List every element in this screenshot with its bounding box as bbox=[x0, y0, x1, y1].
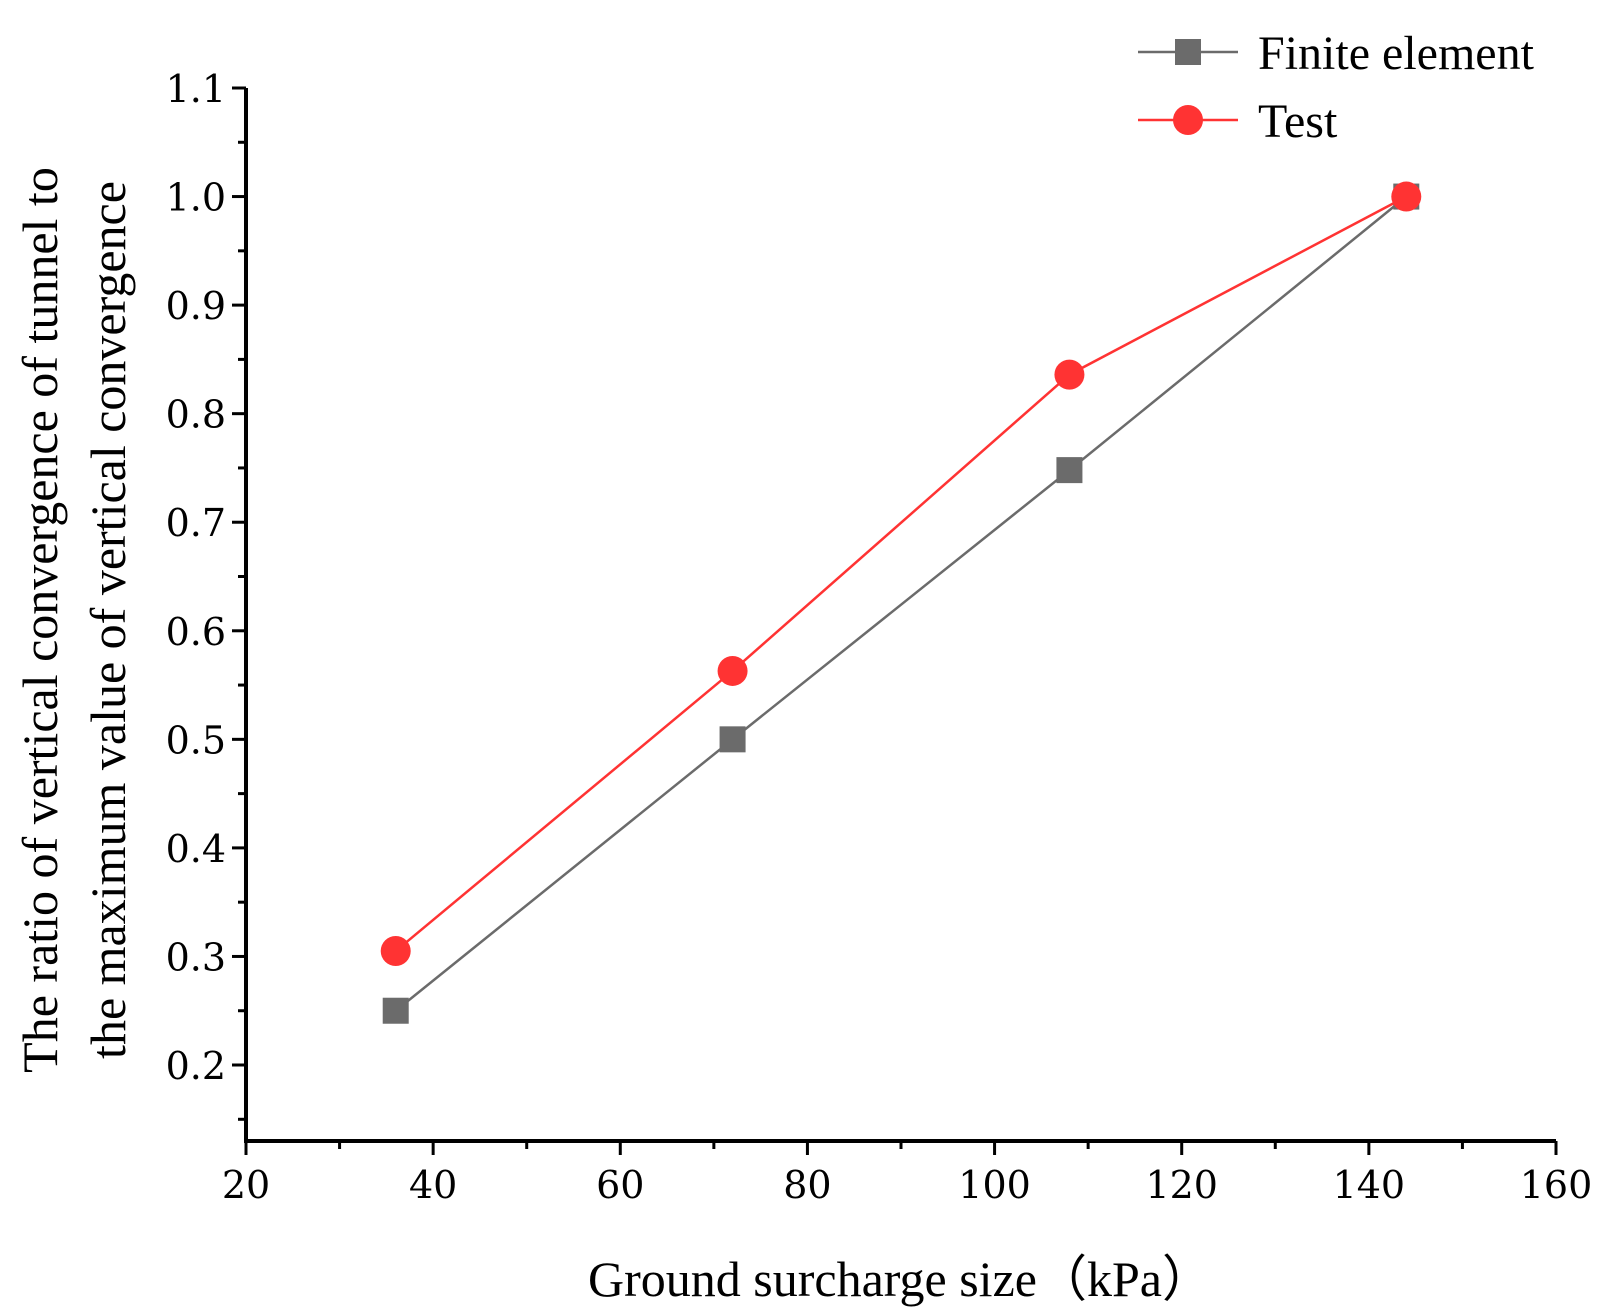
y-tick-label: 1.1 bbox=[166, 67, 226, 111]
x-tick-label: 60 bbox=[596, 1163, 644, 1207]
legend-marker-finite-element bbox=[1175, 39, 1201, 65]
x-tick-label: 20 bbox=[222, 1163, 270, 1207]
y-tick-label: 0.5 bbox=[166, 718, 226, 762]
x-tick-label: 100 bbox=[958, 1163, 1031, 1207]
y-tick-label: 0.4 bbox=[166, 827, 226, 871]
x-tick-label: 140 bbox=[1333, 1163, 1406, 1207]
data-point-test bbox=[380, 936, 411, 967]
x-tick-label: 80 bbox=[783, 1163, 831, 1207]
axes bbox=[244, 88, 1556, 1143]
data-point-finite-element bbox=[1056, 457, 1083, 484]
y-tick-label: 0.8 bbox=[166, 393, 226, 437]
x-tick-label: 120 bbox=[1145, 1163, 1218, 1207]
series-markers bbox=[380, 181, 1422, 1024]
y-axis-title-line-1: The ratio of vertical convergence of tun… bbox=[12, 167, 68, 1073]
legend-marker-test bbox=[1173, 105, 1203, 135]
y-tick-label: 0.9 bbox=[166, 284, 226, 328]
x-tick-label: 40 bbox=[409, 1163, 457, 1207]
legend: Finite element Test bbox=[1138, 27, 1535, 148]
data-point-test bbox=[1054, 359, 1085, 390]
y-tick-label: 0.7 bbox=[166, 501, 226, 545]
y-tick-label: 0.3 bbox=[166, 935, 226, 979]
legend-label-test: Test bbox=[1258, 95, 1338, 148]
series-line-test bbox=[394, 195, 1407, 952]
y-axis-title-line-2: the maximum value of vertical convergenc… bbox=[80, 181, 136, 1059]
data-point-finite-element bbox=[382, 997, 409, 1024]
data-point-test bbox=[1391, 181, 1422, 212]
series-line-finite-element bbox=[394, 195, 1408, 1012]
ticks: 20 40 60 80 100 120 140 160 0.2 0.3 0.4 0.5 0.6 0.7 0.… bbox=[166, 67, 1593, 1207]
y-tick-label: 0.6 bbox=[166, 610, 226, 654]
y-tick-label: 1.0 bbox=[166, 176, 226, 220]
series-lines bbox=[394, 195, 1408, 1012]
data-point-finite-element bbox=[719, 726, 746, 753]
y-tick-label: 0.2 bbox=[166, 1044, 226, 1088]
data-point-test bbox=[717, 655, 748, 686]
legend-label-finite-element: Finite element bbox=[1258, 27, 1535, 80]
x-axis-title: Ground surcharge size（kPa） bbox=[588, 1251, 1212, 1307]
x-tick-label: 160 bbox=[1520, 1163, 1593, 1207]
